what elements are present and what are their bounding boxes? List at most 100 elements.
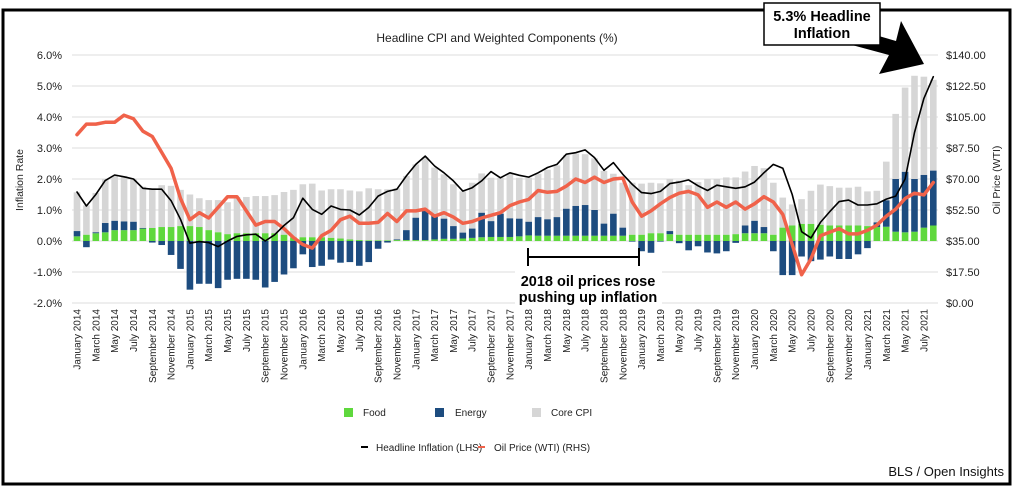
- bar-core: [581, 154, 589, 206]
- bar-core: [845, 187, 852, 226]
- bar-core: [675, 180, 683, 235]
- legend-label-oil: Oil Price (WTI) (RHS): [494, 443, 590, 454]
- bar-core: [431, 167, 438, 215]
- bar-food: [751, 233, 758, 241]
- y-tick-label: -2.0%: [33, 298, 62, 310]
- x-tick-label: September 2016: [374, 309, 385, 383]
- x-tick-label: March 2017: [430, 309, 441, 362]
- bar-energy: [892, 179, 899, 232]
- bar-energy: [290, 241, 297, 269]
- bar-core: [826, 186, 834, 226]
- bar-food: [901, 232, 909, 241]
- bar-core: [515, 177, 523, 219]
- bar-food: [741, 233, 749, 241]
- x-tick-label: July 2018: [581, 309, 592, 352]
- bar-core: [308, 183, 316, 238]
- bar-food: [393, 240, 401, 241]
- bar-food: [167, 227, 175, 241]
- bar-energy: [779, 241, 787, 276]
- headline-callout: 5.3% Headline Inflation: [763, 2, 924, 74]
- bar-energy: [854, 241, 862, 255]
- bar-core: [440, 174, 448, 219]
- bar-core: [139, 186, 147, 228]
- bar-food: [835, 225, 843, 241]
- bar-food: [657, 233, 664, 241]
- y-tick-label: 0.0%: [37, 236, 62, 248]
- bar-food: [534, 235, 542, 241]
- bar-core: [497, 177, 504, 214]
- bar-food: [628, 234, 636, 241]
- y-tick-label: 1.0%: [37, 205, 62, 217]
- bar-core: [403, 175, 410, 231]
- left-axis-ticks: -2.0% -1.0% 0.0% 1.0% 2.0% 3.0% 4.0% 5.0% 6.0%: [33, 50, 62, 310]
- bar-energy: [704, 241, 711, 253]
- bar-food: [760, 233, 768, 241]
- x-tick-label: May 2019: [675, 309, 686, 353]
- bar-energy: [788, 241, 796, 276]
- x-tick-label: November 2018: [618, 309, 629, 381]
- chart-title: Headline CPI and Weighted Components (%): [376, 31, 617, 45]
- bar-food: [591, 235, 598, 241]
- x-tick-label: January 2015: [185, 309, 196, 370]
- bar-energy: [318, 241, 325, 266]
- legend-item-food: Food: [344, 408, 386, 419]
- bar-core: [628, 182, 636, 235]
- bar-food: [525, 235, 532, 241]
- legend-item-headline: Headline Inflation (LHS): [361, 443, 482, 454]
- bar-core: [120, 175, 128, 222]
- bar-energy: [205, 241, 213, 284]
- bar-core: [751, 165, 758, 221]
- x-tick-label: March 2019: [656, 309, 667, 362]
- bar-core: [873, 190, 881, 223]
- bar-core: [83, 205, 90, 235]
- bar-energy: [610, 213, 617, 236]
- x-tick-label: March 2016: [317, 309, 328, 362]
- bar-energy: [271, 241, 278, 282]
- bar-core: [374, 189, 382, 241]
- legend-label-core: Core CPI: [551, 408, 592, 419]
- bar-core: [713, 179, 721, 235]
- bar-food: [308, 237, 316, 241]
- bar-energy: [911, 179, 918, 232]
- bar-core: [788, 204, 796, 226]
- bar-food: [770, 234, 777, 241]
- bar-energy: [356, 241, 363, 266]
- y2-tick-label: $35.00: [946, 236, 980, 248]
- x-tick-label: September 2020: [825, 309, 836, 383]
- bar-core: [233, 196, 241, 234]
- x-tick-label: January 2018: [524, 309, 535, 370]
- bar-food: [450, 238, 457, 241]
- bar-food: [384, 240, 391, 241]
- bar-core: [299, 184, 307, 238]
- bar-food: [337, 238, 344, 241]
- x-tick-label: November 2017: [505, 309, 516, 381]
- bar-core: [478, 173, 485, 213]
- bar-food: [196, 227, 203, 241]
- bar-energy: [365, 241, 373, 263]
- bar-food: [271, 233, 278, 241]
- bar-core: [798, 199, 805, 224]
- x-tick-label: May 2016: [336, 309, 347, 353]
- bar-core: [544, 169, 551, 220]
- x-tick-label: November 2016: [392, 309, 403, 381]
- bar-core: [459, 191, 467, 233]
- bar-food: [412, 240, 420, 241]
- bar-energy: [299, 241, 307, 255]
- bar-core: [920, 76, 928, 175]
- bar-energy: [722, 241, 730, 252]
- bar-food: [120, 230, 128, 241]
- bar-core: [807, 190, 815, 224]
- bar-core: [205, 200, 213, 231]
- bar-energy: [459, 232, 467, 239]
- x-tick-label: May 2015: [223, 309, 234, 353]
- bar-core: [638, 183, 645, 235]
- bar-energy: [261, 241, 269, 288]
- bar-core: [864, 191, 871, 227]
- bar-energy: [713, 241, 721, 254]
- bar-food: [911, 231, 918, 241]
- bar-core: [930, 79, 937, 171]
- x-tick-label: September 2019: [712, 309, 723, 383]
- bar-energy: [572, 205, 580, 236]
- x-tick-label: July 2016: [355, 309, 366, 352]
